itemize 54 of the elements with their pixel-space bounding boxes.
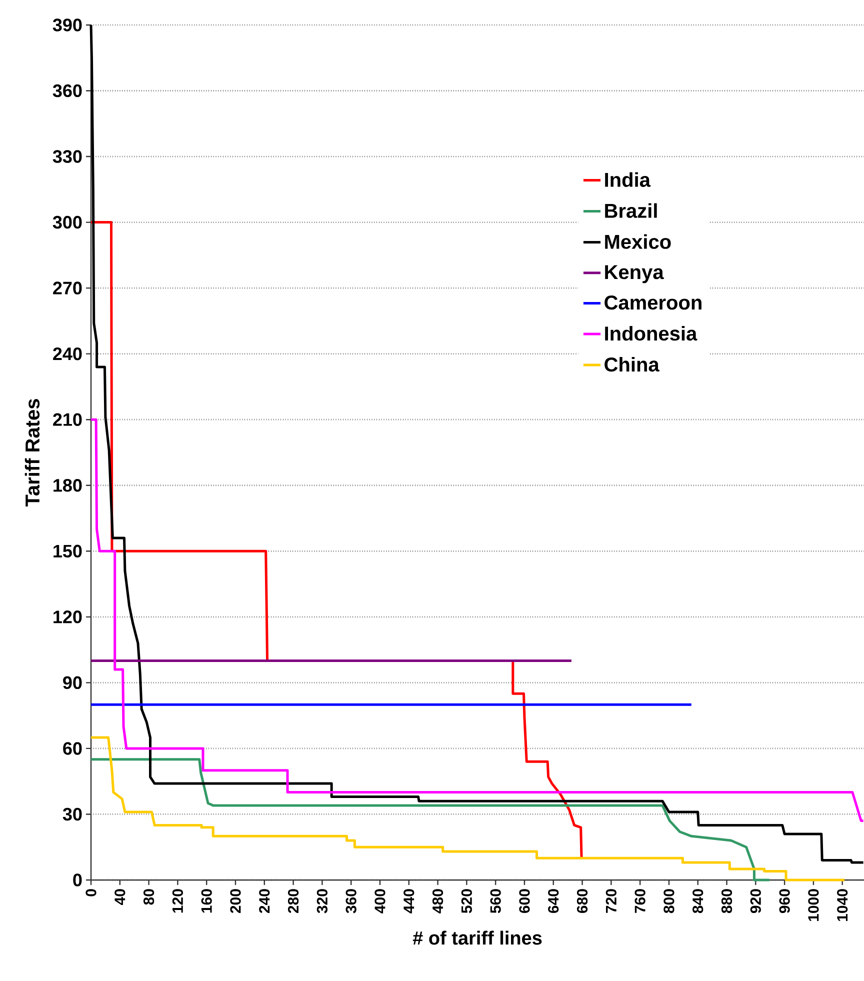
x-tick-label: 240: [259, 889, 270, 914]
x-tick-label: 560: [490, 889, 501, 914]
x-tick-label: 160: [201, 889, 212, 913]
y-tick-label: 330: [52, 150, 82, 163]
x-tick-label: 520: [461, 889, 472, 914]
legend-label: China: [604, 356, 660, 372]
x-tick-label: 1040: [837, 889, 848, 921]
y-tick-label: 0: [73, 874, 82, 886]
x-tick-label: 680: [576, 889, 588, 914]
legend-label: Mexico: [605, 234, 671, 249]
x-tick-label: 360: [346, 889, 356, 914]
x-tick-label: 440: [404, 889, 414, 914]
x-tick-label: 960: [779, 889, 790, 914]
y-tick-label: 240: [53, 347, 82, 360]
y-tick-label: 390: [52, 18, 82, 32]
x-tick-label: 800: [664, 889, 674, 914]
y-tick-label: 270: [53, 282, 82, 294]
x-tick-label: 640: [548, 889, 559, 914]
x-tick-label: 920: [750, 889, 761, 914]
legend-label: Indonesia: [605, 326, 698, 341]
x-tick-label: 400: [374, 889, 386, 914]
legend-label: Kenya: [605, 265, 664, 284]
y-tick-label: 60: [63, 742, 82, 755]
y-tick-label: 360: [52, 84, 82, 98]
x-tick-label: 120: [172, 889, 183, 913]
legend-label: Cameroon: [604, 296, 702, 310]
x-tick-label: 200: [230, 889, 241, 914]
x-tick-label: 1000: [808, 889, 819, 921]
x-tick-label: 280: [288, 889, 299, 914]
y-axis-title: Tariff Rates: [24, 399, 40, 507]
x-tick-label: 80: [143, 889, 154, 905]
line-series: [90, 736, 846, 882]
x-tick-label: 720: [606, 889, 616, 913]
y-tick-label: 180: [54, 478, 82, 492]
line-series: [90, 24, 864, 864]
y-tick-label: 120: [54, 610, 82, 624]
x-tick-label: 40: [114, 889, 126, 905]
x-axis-title: # of tariff lines: [412, 930, 542, 945]
x-tick-label: 880: [721, 889, 732, 914]
x-tick-label: 840: [692, 889, 704, 914]
y-tick-label: 300: [52, 216, 82, 229]
x-tick-label: 480: [432, 889, 444, 914]
y-tick-label: 90: [63, 676, 82, 690]
x-tick-label: 0: [86, 889, 96, 896]
line-series: [90, 418, 864, 822]
x-tick-label: 760: [634, 889, 646, 913]
legend-label: Brazil: [605, 203, 657, 218]
y-tick-label: 210: [53, 413, 82, 426]
y-tick-label: 150: [54, 544, 82, 558]
x-tick-label: 600: [519, 889, 530, 914]
line-series: [90, 758, 771, 882]
legend-label: India: [605, 172, 651, 187]
y-tick-label: 30: [62, 808, 82, 821]
x-tick-label: 320: [316, 889, 328, 914]
